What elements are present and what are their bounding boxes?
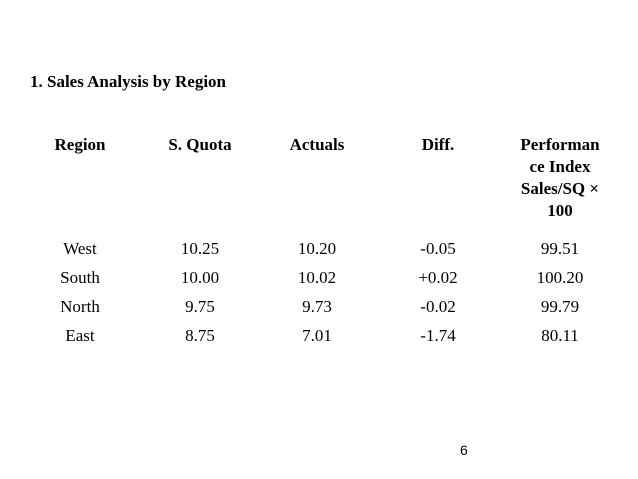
cell-quota: 8.75	[185, 326, 215, 345]
cell-actuals: 7.01	[302, 326, 332, 345]
cell-region: East	[65, 326, 95, 345]
cell-actuals: 9.73	[302, 297, 332, 316]
cell-quota: 9.75	[185, 297, 215, 316]
table-row: North 9.75 9.73 -0.02 99.79	[0, 293, 638, 321]
header-performance-line: 100	[547, 201, 573, 220]
cell-quota: 10.25	[180, 239, 220, 258]
table-row: West 10.25 10.20 -0.05 99.51	[0, 235, 638, 263]
cell-index: 80.11	[541, 326, 579, 345]
cell-diff: -0.05	[420, 239, 456, 258]
cell-quota: 10.00	[180, 268, 220, 287]
cell-actuals: 10.20	[297, 239, 337, 258]
cell-diff: +0.02	[418, 268, 458, 287]
cell-diff: -0.02	[420, 297, 456, 316]
cell-diff: -1.74	[420, 326, 456, 345]
page-number: 6	[460, 442, 468, 458]
header-performance-index: Performan ce Index Sales/SQ × 100	[500, 134, 620, 222]
table-row: East 8.75 7.01 -1.74 80.11	[0, 322, 638, 350]
slide-title: 1. Sales Analysis by Region	[30, 72, 227, 91]
header-performance-line: Sales/SQ ×	[520, 179, 600, 198]
cell-index: 100.20	[536, 268, 584, 287]
table-row: South 10.00 10.02 +0.02 100.20	[0, 264, 638, 292]
cell-index: 99.79	[540, 297, 580, 316]
header-region: Region	[54, 135, 106, 154]
cell-actuals: 10.02	[297, 268, 337, 287]
header-performance-line: ce Index	[529, 157, 591, 176]
cell-region: South	[60, 268, 100, 287]
header-quota: S. Quota	[168, 135, 232, 154]
cell-index: 99.51	[540, 239, 580, 258]
header-diff: Diff.	[421, 135, 455, 154]
cell-region: North	[60, 297, 100, 316]
header-performance-line: Performan	[520, 135, 600, 154]
cell-region: West	[63, 239, 97, 258]
header-actuals: Actuals	[289, 135, 345, 154]
